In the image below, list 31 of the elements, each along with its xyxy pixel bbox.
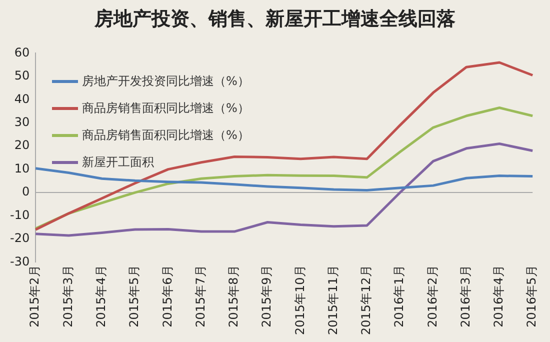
- x-tick-label: 2015年4月: [94, 265, 108, 328]
- x-tick-label: 2015年5月: [127, 265, 142, 328]
- y-tick-label: 40: [14, 92, 30, 106]
- x-tick-label: 2015年7月: [193, 265, 208, 328]
- y-tick-label: 50: [14, 68, 30, 83]
- y-tick-label: 20: [14, 138, 30, 152]
- x-tick-label: 2015年6月: [160, 265, 174, 328]
- x-tick-label: 2015年2月: [28, 265, 42, 328]
- x-tick-label: 2015年11月: [326, 265, 340, 336]
- x-tick-label: 2016年3月: [458, 265, 472, 328]
- legend-label: 商品房销售面积同比增速（%）: [82, 127, 250, 144]
- x-tick-label: 2016年2月: [425, 265, 440, 328]
- y-tick-label: 10: [14, 161, 30, 176]
- x-tick-label: 2016年5月: [524, 265, 539, 328]
- legend-label: 商品房销售面积同比增速（%）: [82, 100, 250, 117]
- legend-label: 新屋开工面积: [82, 154, 154, 171]
- x-tick-label: 2016年1月: [392, 265, 406, 328]
- x-tick-label: 2016年4月: [492, 265, 506, 328]
- x-tick-label: 2015年3月: [60, 265, 75, 328]
- y-tick-label: -20: [10, 231, 30, 246]
- legend-label: 房地产开发投资同比增速（%）: [82, 73, 250, 90]
- y-tick-label: 30: [14, 114, 30, 129]
- x-tick-label: 2015年10月: [292, 265, 307, 336]
- chart-title: 房地产投资、销售、新屋开工增速全线回落: [93, 7, 456, 32]
- y-tick-label: 60: [14, 45, 30, 60]
- y-tick-label: -10: [10, 208, 30, 222]
- y-tick-label: 0: [22, 184, 30, 199]
- x-tick-label: 2015年8月: [226, 265, 241, 328]
- x-tick-label: 2015年9月: [260, 265, 274, 328]
- x-tick-label: 2015年12月: [359, 265, 374, 336]
- y-tick-label: -30: [10, 254, 30, 268]
